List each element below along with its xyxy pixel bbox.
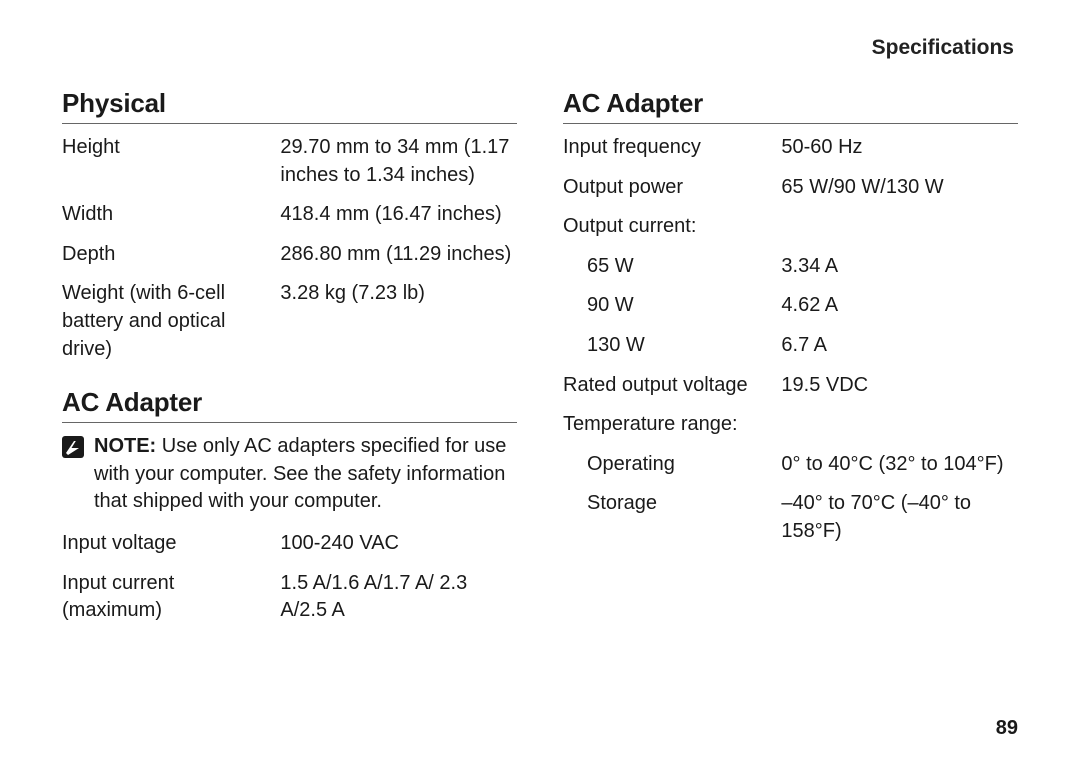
spec-row: Input frequency 50-60 Hz xyxy=(563,134,1018,162)
section-physical: Physical Height 29.70 mm to 34 mm (1.17 … xyxy=(62,88,517,363)
spec-label: 65 W xyxy=(563,253,781,281)
columns: Physical Height 29.70 mm to 34 mm (1.17 … xyxy=(62,88,1018,637)
left-column: Physical Height 29.70 mm to 34 mm (1.17 … xyxy=(62,88,517,637)
spec-row: Input current (maximum) 1.5 A/1.6 A/1.7 … xyxy=(62,570,517,625)
right-column: AC Adapter Input frequency 50-60 Hz Outp… xyxy=(563,88,1018,637)
spec-label: Weight (with 6-cell battery and optical … xyxy=(62,280,280,363)
spec-row: Rated output voltage 19.5 VDC xyxy=(563,372,1018,400)
section-header: Specifications xyxy=(62,36,1014,60)
spec-label: Input current (maximum) xyxy=(62,570,280,625)
spec-row-header: Temperature range: xyxy=(563,411,1018,439)
rule xyxy=(62,422,517,423)
spec-value: 65 W/90 W/130 W xyxy=(781,174,1018,202)
spec-value: 0° to 40°C (32° to 104°F) xyxy=(781,451,1018,479)
spec-label: Depth xyxy=(62,241,280,269)
spec-row: 130 W 6.7 A xyxy=(563,332,1018,360)
spec-value: 3.28 kg (7.23 lb) xyxy=(280,280,517,363)
spec-label: Output current: xyxy=(563,213,1018,241)
section-title-ac-adapter: AC Adapter xyxy=(563,88,1018,119)
spec-label: Width xyxy=(62,201,280,229)
spec-value: 100-240 VAC xyxy=(280,530,517,558)
spec-value: 29.70 mm to 34 mm (1.17 inches to 1.34 i… xyxy=(280,134,517,189)
spec-row: Weight (with 6-cell battery and optical … xyxy=(62,280,517,363)
spec-row: Operating 0° to 40°C (32° to 104°F) xyxy=(563,451,1018,479)
spec-label: Storage xyxy=(563,490,781,545)
note-block: NOTE: Use only AC adapters specified for… xyxy=(62,433,517,516)
spec-row: Output power 65 W/90 W/130 W xyxy=(563,174,1018,202)
section-ac-adapter-right: AC Adapter Input frequency 50-60 Hz Outp… xyxy=(563,88,1018,546)
spec-label: Input frequency xyxy=(563,134,781,162)
spec-value: 19.5 VDC xyxy=(781,372,1018,400)
spec-label: Height xyxy=(62,134,280,189)
note-lead: NOTE: xyxy=(94,435,156,457)
spec-label: Input voltage xyxy=(62,530,280,558)
spec-value: 286.80 mm (11.29 inches) xyxy=(280,241,517,269)
note-body: Use only AC adapters specified for use w… xyxy=(94,435,506,512)
spec-value: 1.5 A/1.6 A/1.7 A/ 2.3 A/2.5 A xyxy=(280,570,517,625)
spec-label: Temperature range: xyxy=(563,411,1018,439)
spec-value: –40° to 70°C (–40° to 158°F) xyxy=(781,490,1018,545)
spec-row: Storage –40° to 70°C (–40° to 158°F) xyxy=(563,490,1018,545)
spec-row: 65 W 3.34 A xyxy=(563,253,1018,281)
rule xyxy=(62,123,517,124)
spec-row: Height 29.70 mm to 34 mm (1.17 inches to… xyxy=(62,134,517,189)
spec-row: Width 418.4 mm (16.47 inches) xyxy=(62,201,517,229)
spec-label: Operating xyxy=(563,451,781,479)
spec-row: Input voltage 100-240 VAC xyxy=(62,530,517,558)
section-title-physical: Physical xyxy=(62,88,517,119)
spec-value: 3.34 A xyxy=(781,253,1018,281)
page: Specifications Physical Height 29.70 mm … xyxy=(0,0,1080,766)
section-title-ac-adapter: AC Adapter xyxy=(62,387,517,418)
rule xyxy=(563,123,1018,124)
section-ac-adapter-left: AC Adapter NOTE: Use only AC adapters sp… xyxy=(62,387,517,625)
spec-row: 90 W 4.62 A xyxy=(563,292,1018,320)
note-icon xyxy=(62,436,84,516)
spec-value: 6.7 A xyxy=(781,332,1018,360)
spec-value: 4.62 A xyxy=(781,292,1018,320)
spec-value: 418.4 mm (16.47 inches) xyxy=(280,201,517,229)
spec-row: Depth 286.80 mm (11.29 inches) xyxy=(62,241,517,269)
spec-label: 90 W xyxy=(563,292,781,320)
spec-label: Output power xyxy=(563,174,781,202)
spec-label: Rated output voltage xyxy=(563,372,781,400)
spec-label: 130 W xyxy=(563,332,781,360)
page-number: 89 xyxy=(996,717,1018,740)
spec-row-header: Output current: xyxy=(563,213,1018,241)
note-text: NOTE: Use only AC adapters specified for… xyxy=(94,433,517,516)
spec-value: 50-60 Hz xyxy=(781,134,1018,162)
